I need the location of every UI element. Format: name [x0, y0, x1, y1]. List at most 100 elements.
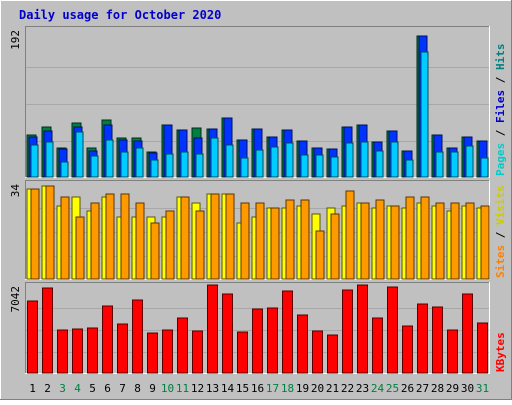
bar-sites	[270, 207, 280, 280]
legend-entry: KBytes	[494, 332, 507, 372]
bar-sites	[435, 202, 445, 280]
x-tick-label: 31	[476, 382, 489, 395]
x-tick-label: 15	[236, 382, 249, 395]
x-tick-label: 17	[266, 382, 279, 395]
bar-kbytes	[297, 314, 308, 374]
x-tick-label: 19	[296, 382, 309, 395]
chart-title: Daily usage for October 2020	[19, 8, 221, 22]
bar-sites	[165, 210, 175, 280]
bar-pages	[75, 131, 84, 178]
bar-kbytes	[132, 299, 143, 374]
bar-pages	[270, 146, 279, 178]
bar-kbytes	[57, 329, 68, 374]
bar-sites	[255, 202, 265, 280]
bar-pages	[135, 147, 144, 178]
bar-sites	[105, 193, 115, 280]
bar-pages	[480, 157, 489, 178]
bar-kbytes	[447, 329, 458, 374]
bar-kbytes	[192, 330, 203, 374]
bar-kbytes	[312, 330, 323, 374]
bar-pages	[240, 157, 249, 178]
bar-sites	[60, 196, 70, 280]
legend-pages-files-hits: Pages / Files / Hits	[494, 44, 507, 177]
bar-sites	[360, 202, 370, 280]
x-tick-label: 5	[89, 382, 96, 395]
bar-sites	[480, 205, 490, 280]
x-tick-label: 25	[386, 382, 399, 395]
bar-kbytes	[207, 284, 218, 374]
bar-sites	[90, 202, 100, 280]
x-tick-label: 29	[446, 382, 459, 395]
bar-sites	[135, 202, 145, 280]
bar-sites	[465, 202, 475, 280]
bar-pages	[210, 137, 219, 178]
x-tick-label: 16	[251, 382, 264, 395]
bar-sites	[210, 193, 220, 280]
bar-kbytes	[87, 327, 98, 374]
ymax-label: 34	[9, 184, 22, 198]
bar-sites	[420, 196, 430, 280]
bar-sites	[450, 202, 460, 280]
bar-sites	[225, 193, 235, 280]
bar-kbytes	[27, 300, 38, 374]
bar-sites	[30, 188, 40, 280]
x-tick-label: 27	[416, 382, 429, 395]
legend-entry: /	[494, 123, 507, 143]
bar-sites	[150, 222, 160, 280]
bar-kbytes	[417, 303, 428, 374]
bar-pages	[285, 142, 294, 178]
bar-pages	[450, 151, 459, 178]
bar-sites	[330, 213, 340, 280]
bar-pages	[420, 51, 429, 178]
bar-pages	[105, 139, 114, 178]
bar-pages	[405, 159, 414, 178]
bar-kbytes	[387, 286, 398, 374]
bar-kbytes	[357, 284, 368, 374]
bar-sites	[120, 193, 130, 280]
bar-sites	[180, 196, 190, 280]
legend-sites-visits: Sites / Visits	[494, 185, 507, 278]
x-tick-label: 26	[401, 382, 414, 395]
bar-pages	[345, 142, 354, 178]
legend-entry: Files	[494, 90, 507, 123]
bar-pages	[360, 141, 369, 178]
bar-pages	[300, 154, 309, 178]
legend-entry: /	[494, 225, 507, 245]
bar-sites	[240, 202, 250, 280]
bar-sites	[300, 199, 310, 280]
legend-entry: Pages	[494, 143, 507, 176]
x-tick-label: 23	[356, 382, 369, 395]
x-tick-label: 21	[326, 382, 339, 395]
x-tick-label: 24	[371, 382, 385, 395]
bar-pages	[375, 150, 384, 178]
bar-kbytes	[477, 322, 488, 374]
bar-pages	[180, 151, 189, 178]
legend-entry: /	[494, 70, 507, 90]
x-tick-label: 12	[191, 382, 204, 395]
bar-kbytes	[252, 308, 263, 374]
bar-pages	[90, 155, 99, 178]
bar-kbytes	[162, 329, 173, 374]
bar-pages	[60, 161, 69, 178]
bar-kbytes	[282, 290, 293, 374]
x-tick-label: 9	[149, 382, 156, 395]
x-tick-label: 28	[431, 382, 444, 395]
bar-kbytes	[237, 331, 248, 374]
ymax-label: 7042	[9, 286, 22, 313]
bar-kbytes	[147, 332, 158, 374]
x-tick-label: 1	[29, 382, 36, 395]
bar-pages	[195, 153, 204, 178]
bar-kbytes	[177, 317, 188, 374]
bar-kbytes	[372, 317, 383, 374]
x-tick-label: 6	[104, 382, 111, 395]
bar-pages	[165, 153, 174, 178]
bar-sites	[345, 190, 355, 280]
legend-entry: Hits	[494, 44, 507, 71]
bar-pages	[30, 144, 39, 178]
x-tick-label: 18	[281, 382, 294, 395]
bar-kbytes	[222, 293, 233, 374]
bar-kbytes	[432, 306, 443, 374]
bar-pages	[435, 151, 444, 178]
